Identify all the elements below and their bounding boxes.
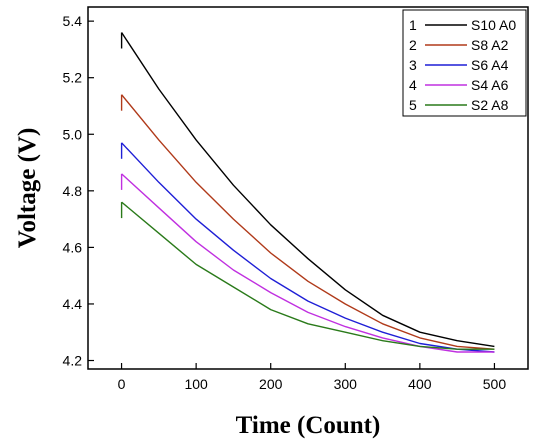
y-tick-label: 5.4	[63, 13, 83, 29]
x-tick-label: 500	[483, 376, 507, 392]
legend-label: S4 A6	[471, 77, 509, 93]
y-axis-title: Voltage (V)	[14, 128, 41, 249]
y-tick-label: 4.6	[63, 239, 83, 255]
x-tick-label: 0	[118, 376, 126, 392]
series-2-line	[121, 94, 495, 350]
ticks-layer: 0 100 200 300 400 500 4.2 4.4 4.6 4.8 5.0 5.2 5.4	[63, 13, 507, 392]
legend-number: 5	[409, 97, 417, 113]
legend-label: S6 A4	[471, 57, 509, 73]
plot-frame	[87, 6, 529, 370]
y-tick-label: 5.2	[63, 70, 83, 86]
legend-label: S2 A8	[471, 97, 509, 113]
legend-number: 1	[409, 17, 417, 33]
legend-number: 4	[409, 77, 417, 93]
legend-box	[402, 9, 527, 117]
y-tick-label: 4.4	[63, 296, 83, 312]
legend-number: 3	[409, 57, 417, 73]
y-tick-label: 5.0	[63, 126, 83, 142]
x-tick-label: 200	[259, 376, 283, 392]
x-axis-title: Time (Count)	[236, 412, 381, 439]
series-1-line	[121, 32, 495, 348]
series-4-line	[121, 173, 495, 353]
legend-label: S8 A2	[471, 37, 509, 53]
legend-label: S10 A0	[471, 17, 516, 33]
series-5-line	[121, 201, 495, 350]
legend: 1 S10 A0 2 S8 A2 3 S6 A4 4 S4 A6 5 S2 A8	[402, 9, 527, 117]
y-tick-label: 4.2	[63, 353, 83, 369]
x-tick-label: 100	[184, 376, 208, 392]
y-tick-label: 4.8	[63, 183, 83, 199]
legend-number: 2	[409, 37, 417, 53]
series-layer	[120, 32, 495, 353]
series-3-line	[121, 142, 495, 353]
x-tick-label: 400	[408, 376, 432, 392]
x-tick-label: 300	[334, 376, 358, 392]
